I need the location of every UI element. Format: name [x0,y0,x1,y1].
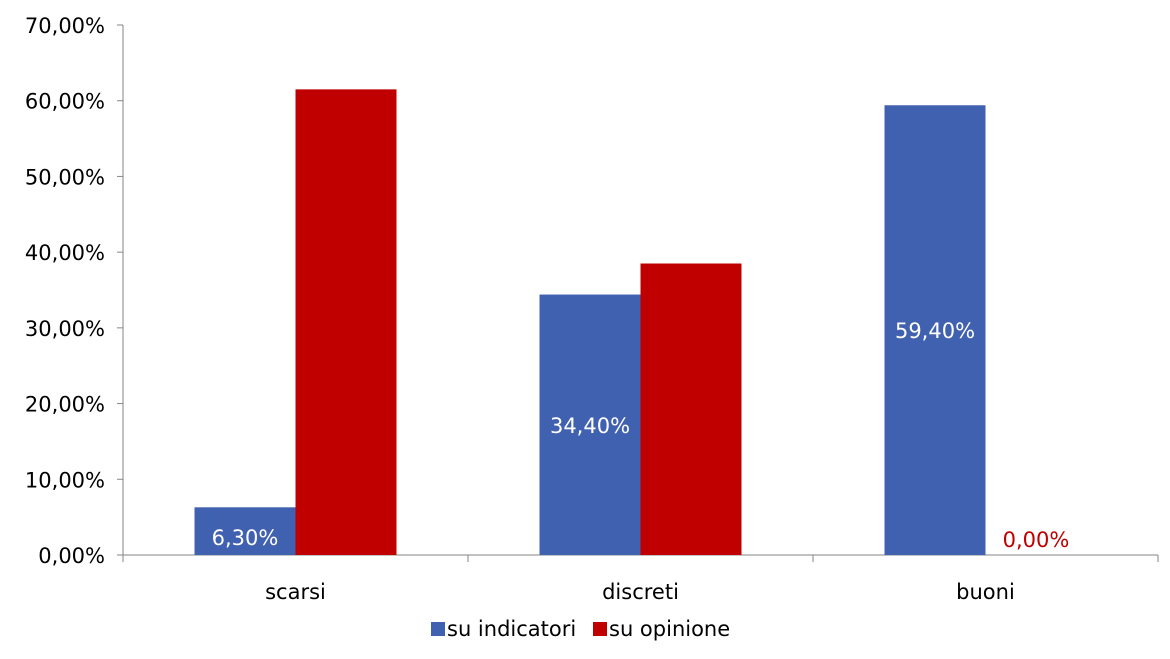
y-tick-label: 30,00% [25,317,105,341]
legend-label: su opinione [609,617,730,641]
y-tick-label: 40,00% [25,241,105,265]
y-tick-label: 0,00% [38,544,105,568]
y-axis: 0,00% 10,00% 20,00% 30,00% 40,00% 50,00% 60,00… [25,14,124,568]
y-tick-label: 50,00% [25,165,105,189]
bar [194,507,296,555]
x-tick-label: buoni [956,580,1015,604]
y-tick-label: 60,00% [25,90,105,114]
legend-swatch [431,622,445,636]
data-label: 0,00% [1003,528,1070,552]
data-label: 6,30% [212,526,279,550]
legend-swatch [593,622,607,636]
y-tick-label: 70,00% [25,14,105,38]
bar [640,263,742,555]
y-tick-label: 10,00% [25,468,105,492]
legend: su indicatori su opinione [431,617,730,641]
x-tick-label: scarsi [265,580,326,604]
data-labels: 6,30% 34,40% 59,40% 0,00% [212,319,1070,552]
bar [539,294,641,555]
bar [295,89,397,555]
data-label: 34,40% [550,414,630,438]
x-tick-label: discreti [602,580,679,604]
bars [194,89,986,555]
legend-label: su indicatori [447,617,576,641]
bar [884,105,986,555]
data-label: 59,40% [895,319,975,343]
x-axis: scarsi discreti buoni [122,554,1159,604]
y-tick-label: 20,00% [25,393,105,417]
